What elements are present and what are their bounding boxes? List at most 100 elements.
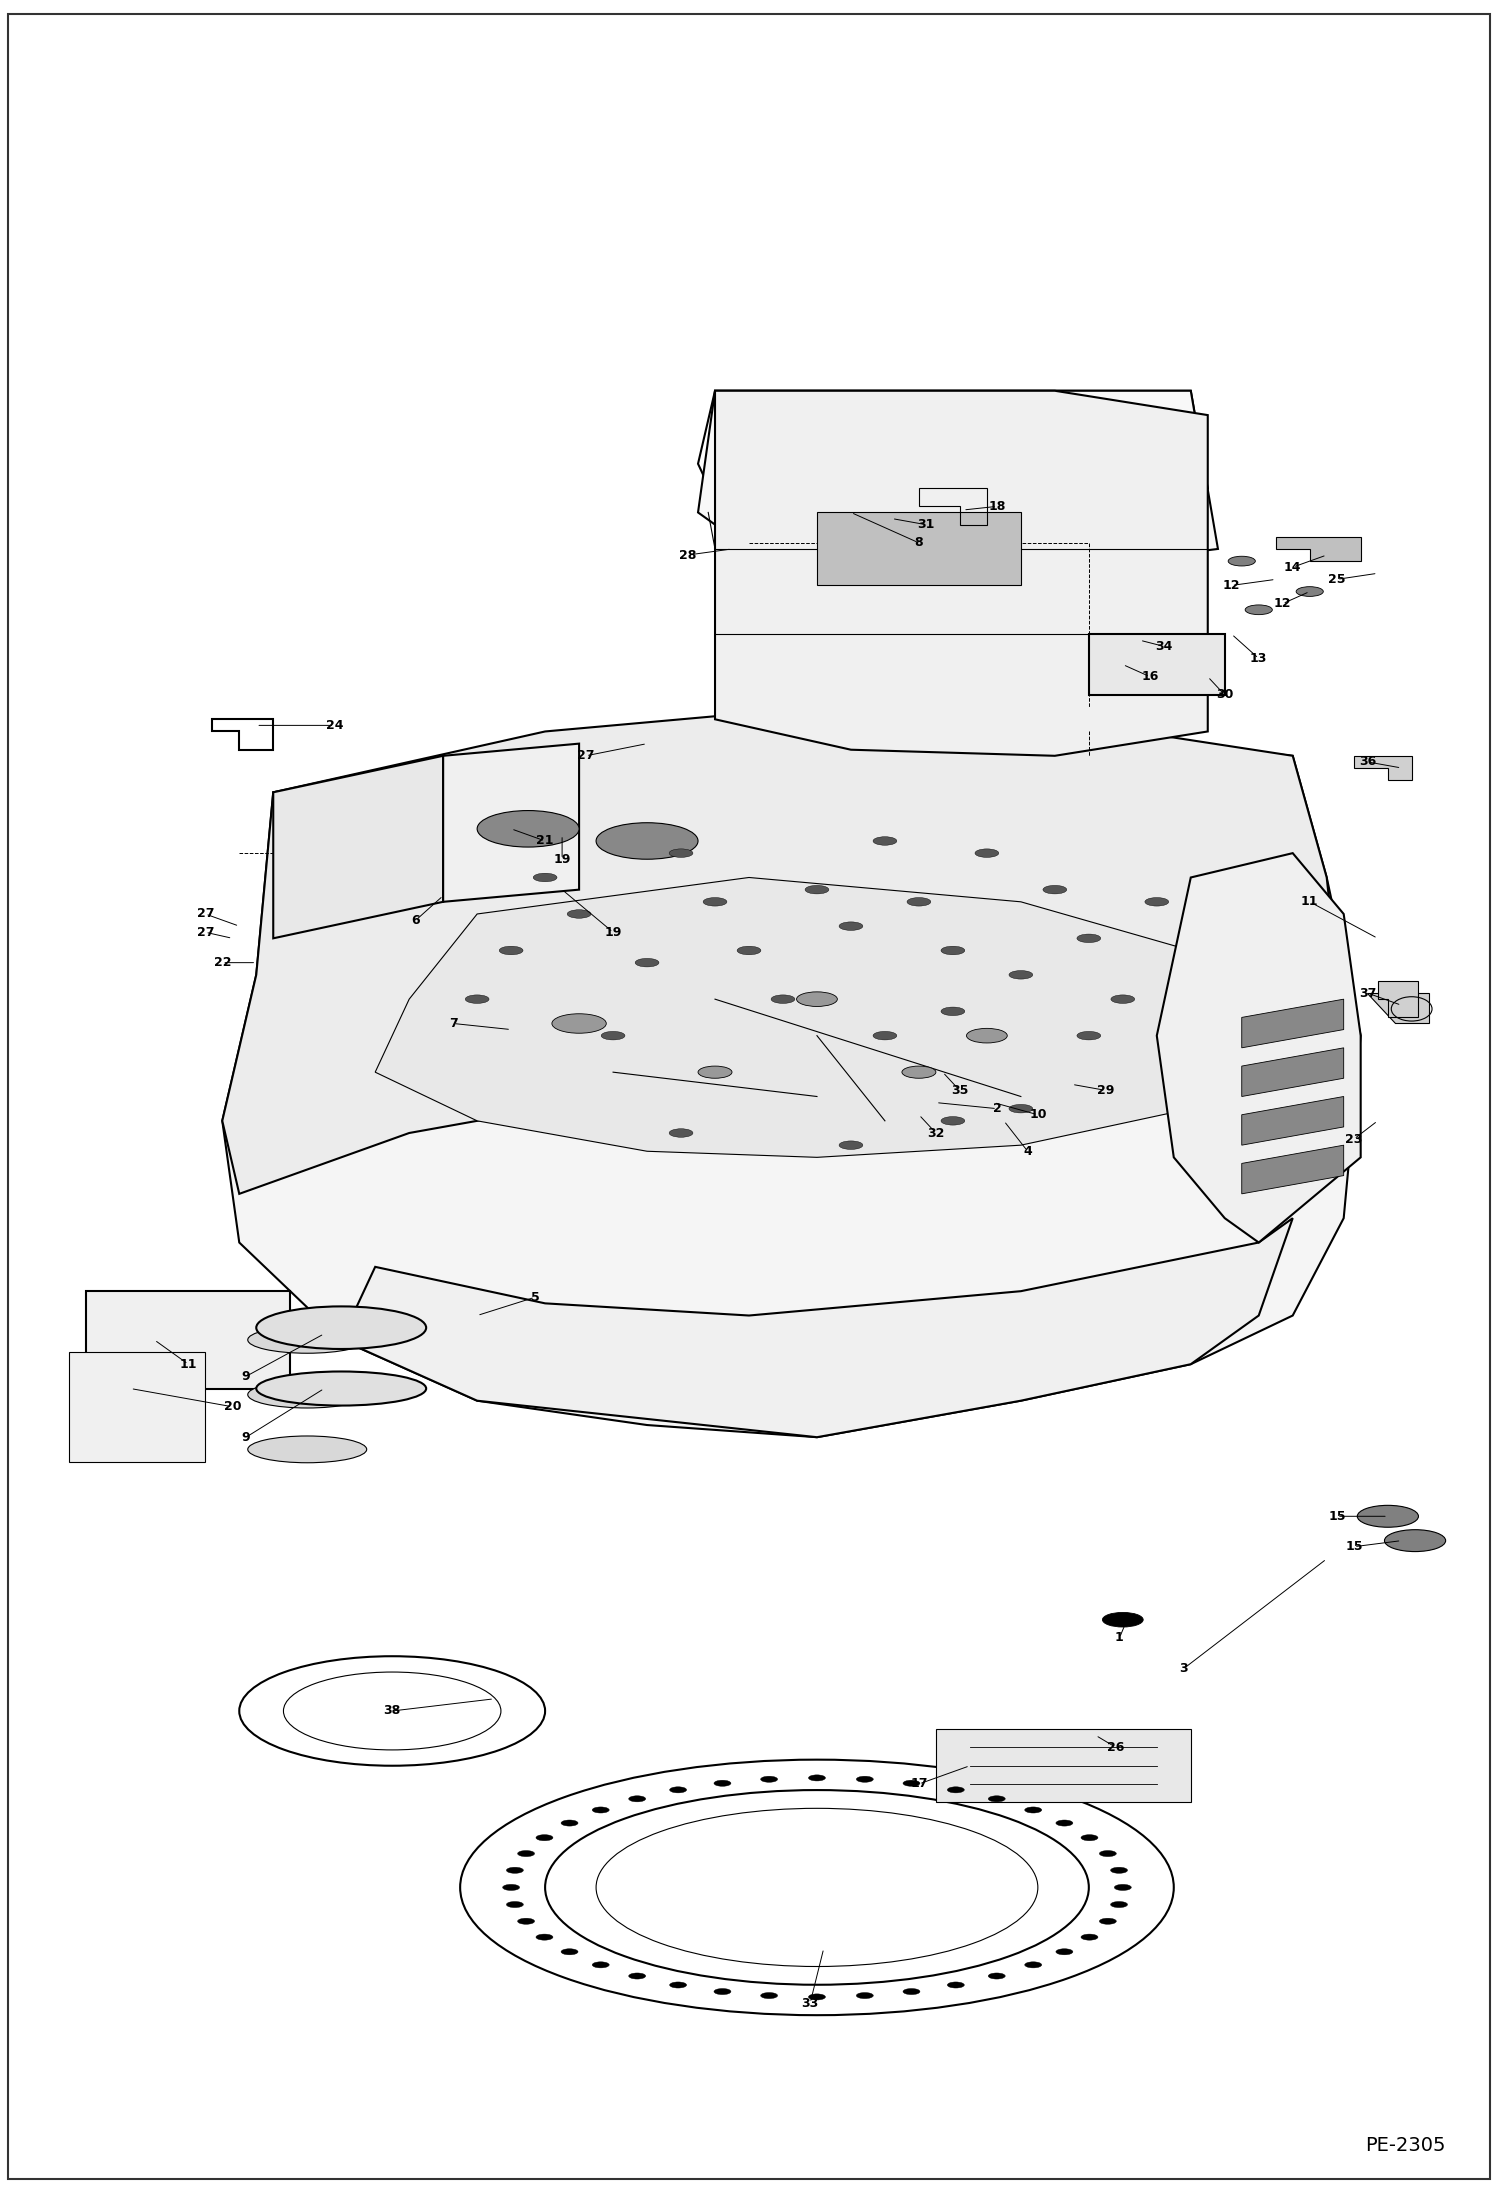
Text: 3: 3 [1179, 1662, 1188, 1675]
Circle shape [715, 1989, 731, 1996]
Ellipse shape [247, 1436, 367, 1463]
Text: 18: 18 [989, 500, 1005, 513]
Polygon shape [69, 1353, 205, 1461]
Text: PE-2305: PE-2305 [1365, 2136, 1446, 2156]
Text: 21: 21 [536, 836, 554, 846]
Ellipse shape [478, 811, 580, 846]
Polygon shape [443, 743, 580, 901]
Text: 7: 7 [449, 1018, 458, 1031]
Circle shape [592, 1807, 610, 1814]
Circle shape [941, 1116, 965, 1125]
Text: 15: 15 [1345, 1539, 1363, 1553]
Text: 13: 13 [1249, 651, 1267, 664]
Text: 26: 26 [1107, 1741, 1125, 1754]
Circle shape [761, 1776, 777, 1783]
Circle shape [989, 1974, 1005, 1978]
Circle shape [903, 1989, 920, 1996]
Circle shape [1082, 1836, 1098, 1840]
Circle shape [533, 873, 557, 882]
Circle shape [1025, 1963, 1041, 1967]
Circle shape [966, 1029, 1007, 1044]
Circle shape [1384, 1531, 1446, 1553]
Circle shape [761, 1993, 777, 1998]
Circle shape [1112, 996, 1134, 1004]
Circle shape [804, 886, 828, 895]
Text: 4: 4 [1023, 1145, 1032, 1158]
Ellipse shape [256, 1371, 425, 1406]
Circle shape [703, 897, 727, 906]
Text: 11: 11 [180, 1357, 198, 1371]
Circle shape [873, 1031, 897, 1039]
Circle shape [1077, 934, 1101, 943]
Text: 22: 22 [214, 956, 231, 969]
Text: 19: 19 [604, 925, 622, 939]
Text: 19: 19 [553, 853, 571, 866]
Circle shape [536, 1934, 553, 1941]
Circle shape [466, 996, 488, 1004]
Circle shape [1357, 1504, 1419, 1526]
Circle shape [839, 1140, 863, 1149]
Polygon shape [222, 706, 1344, 1193]
Circle shape [1100, 1919, 1116, 1923]
Text: 35: 35 [951, 1083, 968, 1096]
Text: 6: 6 [412, 914, 421, 928]
Circle shape [629, 1974, 646, 1978]
Text: 27: 27 [196, 908, 214, 921]
Circle shape [1010, 1105, 1032, 1112]
Circle shape [670, 1129, 694, 1138]
Circle shape [506, 1901, 523, 1908]
Circle shape [989, 1796, 1005, 1803]
Circle shape [592, 1963, 610, 1967]
Circle shape [857, 1776, 873, 1783]
Circle shape [1025, 1807, 1041, 1814]
Text: 10: 10 [1029, 1107, 1047, 1121]
Circle shape [771, 996, 795, 1004]
Text: 5: 5 [530, 1292, 539, 1305]
Text: 30: 30 [1216, 689, 1233, 702]
Polygon shape [1276, 537, 1360, 561]
Polygon shape [1378, 980, 1419, 1018]
Text: 24: 24 [325, 719, 343, 732]
Ellipse shape [596, 822, 698, 860]
Circle shape [809, 1774, 825, 1781]
Ellipse shape [247, 1382, 367, 1408]
Circle shape [809, 1993, 825, 2000]
Circle shape [873, 838, 897, 844]
Circle shape [562, 1820, 578, 1827]
Polygon shape [816, 513, 1020, 586]
Text: 9: 9 [241, 1371, 250, 1384]
Text: 16: 16 [1141, 671, 1158, 684]
Circle shape [1010, 971, 1032, 978]
Text: 17: 17 [911, 1779, 927, 1789]
Circle shape [670, 849, 694, 857]
Polygon shape [1156, 853, 1360, 1243]
Polygon shape [1368, 993, 1429, 1024]
Circle shape [902, 1066, 936, 1079]
Circle shape [1100, 1851, 1116, 1857]
Polygon shape [715, 390, 1207, 757]
Circle shape [518, 1919, 535, 1923]
Text: 8: 8 [915, 537, 923, 550]
Polygon shape [1242, 1048, 1344, 1096]
Circle shape [670, 1982, 686, 1989]
Text: 27: 27 [577, 750, 595, 763]
Polygon shape [1089, 634, 1225, 695]
Text: 2: 2 [993, 1103, 1002, 1116]
Circle shape [975, 849, 999, 857]
Circle shape [737, 945, 761, 954]
Circle shape [1043, 886, 1067, 895]
Circle shape [903, 1781, 920, 1787]
Ellipse shape [1245, 605, 1272, 614]
Text: 36: 36 [1359, 754, 1377, 768]
Circle shape [947, 1787, 965, 1794]
Circle shape [551, 1013, 607, 1033]
Polygon shape [698, 390, 1218, 572]
Text: 37: 37 [1359, 987, 1377, 1000]
Circle shape [568, 910, 592, 919]
Circle shape [670, 1787, 686, 1794]
Text: 12: 12 [1273, 596, 1291, 610]
Text: 15: 15 [1329, 1509, 1345, 1522]
Circle shape [1077, 1031, 1101, 1039]
Text: 25: 25 [1329, 572, 1345, 586]
Ellipse shape [1296, 588, 1323, 596]
